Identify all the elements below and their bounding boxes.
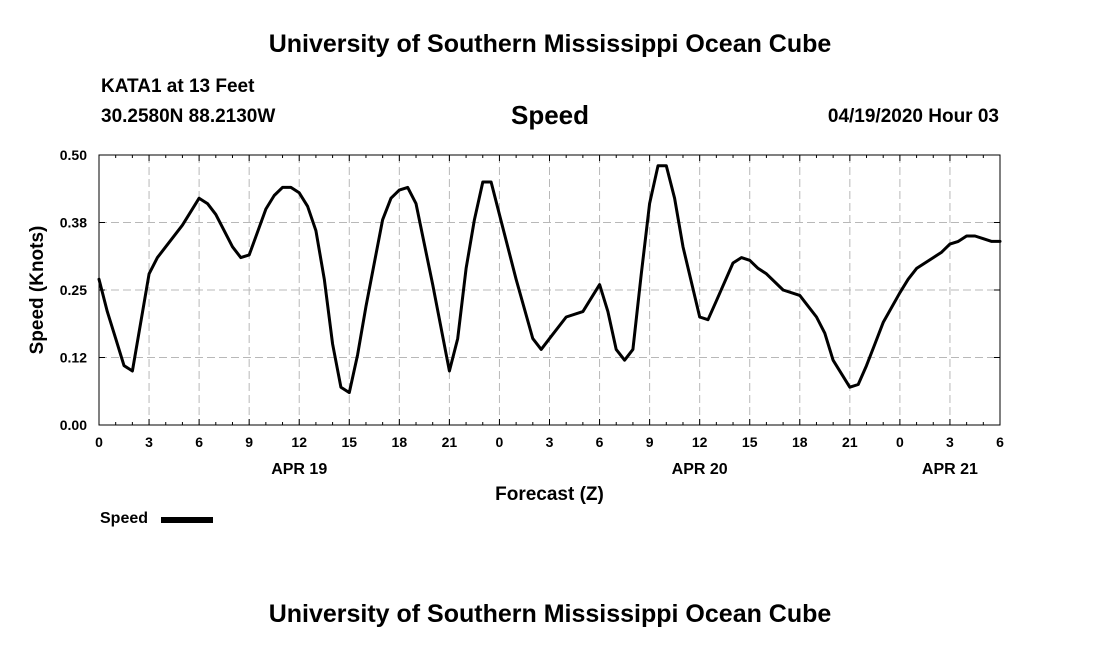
y-tick-label: 0.25 bbox=[60, 282, 87, 298]
station-name: KATA1 at 13 Feet bbox=[101, 76, 255, 97]
y-tick-label: 0.38 bbox=[60, 215, 87, 231]
chart-title: Speed bbox=[510, 100, 590, 130]
date-label: APR 21 bbox=[922, 461, 978, 478]
y-axis-label: Speed (Knots) bbox=[27, 226, 48, 355]
x-tick-label: 15 bbox=[341, 434, 357, 450]
legend-line-swatch bbox=[161, 517, 213, 523]
x-tick-label: 21 bbox=[842, 434, 858, 450]
x-axis-label: Forecast (Z) bbox=[495, 484, 604, 505]
y-tick-label: 0.12 bbox=[60, 350, 87, 366]
x-tick-label: 6 bbox=[596, 434, 604, 450]
page-title: University of Southern Mississippi Ocean… bbox=[268, 30, 832, 58]
x-tick-label: 18 bbox=[792, 434, 808, 450]
legend-label: Speed bbox=[100, 510, 149, 527]
x-tick-label: 0 bbox=[95, 434, 103, 450]
x-tick-label: 9 bbox=[245, 434, 253, 450]
x-tick-label: 15 bbox=[742, 434, 758, 450]
x-tick-label: 6 bbox=[195, 434, 203, 450]
x-tick-label: 0 bbox=[896, 434, 904, 450]
series-line-speed bbox=[97, 164, 1002, 395]
footer-title: University of Southern Mississippi Ocean… bbox=[268, 600, 832, 628]
y-tick-label: 0.00 bbox=[60, 417, 87, 433]
station-coordinates: 30.2580N 88.2130W bbox=[101, 106, 276, 127]
x-tick-label: 0 bbox=[496, 434, 504, 450]
x-tick-label: 3 bbox=[145, 434, 153, 450]
x-tick-label: 3 bbox=[946, 434, 954, 450]
forecast-timestamp: 04/19/2020 Hour 03 bbox=[827, 106, 999, 127]
date-label: APR 20 bbox=[672, 461, 728, 478]
y-tick-label: 0.50 bbox=[60, 147, 87, 163]
date-label: APR 19 bbox=[271, 461, 327, 478]
x-tick-label: 6 bbox=[996, 434, 1004, 450]
x-tick-label: 3 bbox=[546, 434, 554, 450]
x-tick-label: 9 bbox=[646, 434, 654, 450]
x-tick-label: 18 bbox=[392, 434, 408, 450]
x-tick-label: 21 bbox=[442, 434, 458, 450]
x-tick-label: 12 bbox=[692, 434, 708, 450]
x-tick-label: 12 bbox=[291, 434, 307, 450]
